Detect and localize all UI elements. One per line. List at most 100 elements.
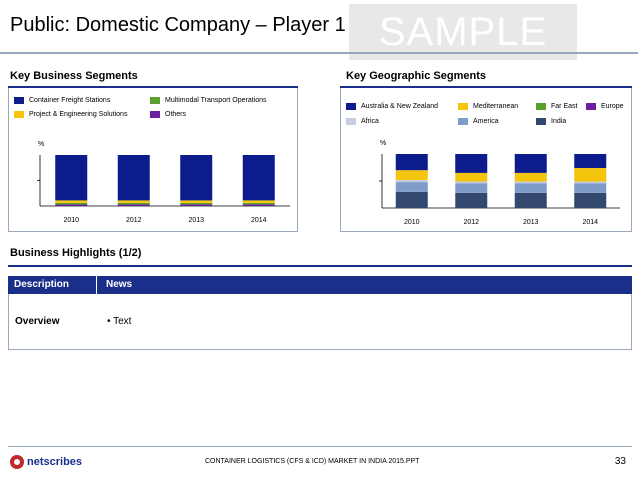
bar-segment (55, 200, 88, 203)
bar-segment (514, 172, 547, 182)
legend-swatch (346, 103, 356, 110)
bar-segment (55, 204, 88, 206)
overview-label: Overview (15, 316, 60, 327)
legend-label: Mediterranean (473, 103, 519, 110)
bar-segment (395, 179, 428, 183)
legend-label: Europe (601, 103, 624, 110)
x-tick-label: 2014 (582, 219, 598, 226)
x-tick-label: 2010 (404, 219, 420, 226)
sample-watermark: SAMPLE (349, 4, 577, 60)
legend-swatch (346, 118, 356, 125)
legend-swatch (14, 97, 24, 104)
legend-item: Multimodal Transport Operations (150, 97, 267, 104)
bar-segment (455, 172, 488, 182)
legend-label: India (551, 118, 567, 125)
bar-segment (180, 200, 213, 203)
bar-segment (455, 181, 488, 184)
x-tick-label: 2013 (188, 217, 204, 224)
legend-item: America (458, 118, 499, 125)
bar-segment (514, 192, 547, 208)
bar-segment (395, 154, 428, 171)
page-number: 33 (614, 456, 626, 467)
bar-segment (180, 155, 213, 201)
business-highlights-heading: Business Highlights (1/2) (10, 247, 142, 259)
bar-segment (242, 202, 275, 205)
bar-segment (455, 154, 488, 173)
legend-item: India (536, 118, 566, 125)
y-axis-label: % (380, 140, 386, 147)
x-tick-label: 2014 (251, 217, 267, 224)
bar-segment (117, 202, 150, 205)
legend-swatch (536, 118, 546, 125)
legend-item: Project & Engineering Solutions (14, 111, 127, 118)
bar-segment (574, 181, 607, 184)
bar-segment (514, 183, 547, 193)
legend-swatch (14, 111, 24, 118)
highlights-table-header: Description News (8, 276, 632, 294)
x-tick-label: 2010 (63, 217, 79, 224)
news-column-header: News (106, 279, 133, 290)
highlights-rule (8, 265, 632, 267)
legend-swatch (458, 118, 468, 125)
legend-item: Container Freight Stations (14, 97, 110, 104)
x-tick-label: 2013 (523, 219, 539, 226)
bar-segment (242, 200, 275, 203)
bar-segment (117, 155, 150, 201)
footer-rule (8, 446, 632, 447)
business-segments-rule (8, 86, 298, 88)
overview-text: • Text (107, 316, 132, 327)
bar-segment (514, 181, 547, 184)
footer-report-name: CONTAINER LOGISTICS (CFS & ICD) MARKET I… (205, 458, 420, 465)
bar-segment (242, 204, 275, 206)
bar-segment (117, 204, 150, 206)
legend-swatch (458, 103, 468, 110)
page-title: Public: Domestic Company – Player 1 (3/5… (10, 14, 393, 36)
legend-label: Multimodal Transport Operations (165, 97, 267, 104)
legend-label: Australia & New Zealand (361, 103, 439, 110)
legend-label: Far East (551, 103, 578, 110)
bar-segment (242, 155, 275, 201)
bar-segment (180, 204, 213, 206)
description-column-header: Description (14, 279, 70, 290)
geographic-segments-rule (340, 86, 632, 88)
legend-item: Australia & New Zealand (346, 103, 438, 110)
legend-label: Others (165, 111, 187, 118)
legend-swatch (536, 103, 546, 110)
bar-segment (574, 183, 607, 193)
bar-segment (395, 191, 428, 208)
geographic-segments-heading: Key Geographic Segments (346, 70, 486, 82)
bar-segment (514, 154, 547, 173)
x-tick-label: 2012 (463, 219, 479, 226)
legend-swatch (150, 97, 160, 104)
bar-segment (574, 154, 607, 169)
business-segments-heading: Key Business Segments (10, 70, 138, 82)
legend-label: Container Freight Stations (29, 97, 111, 104)
bar-segment (395, 170, 428, 180)
netscribes-logo: netscribes (10, 455, 82, 469)
bar-segment (574, 192, 607, 208)
highlights-table-row: Overview • Text (8, 294, 632, 350)
bar-segment (455, 192, 488, 208)
legend-label: America (473, 118, 499, 125)
legend-swatch (150, 111, 160, 118)
column-divider (96, 276, 97, 294)
bar-segment (55, 202, 88, 205)
bar-segment (395, 182, 428, 192)
legend-item: Others (150, 111, 186, 118)
legend-item: Africa (346, 118, 379, 125)
legend-swatch (586, 103, 596, 110)
header-rule (0, 52, 638, 54)
bar-segment (117, 200, 150, 203)
legend-item: Far East (536, 103, 577, 110)
legend-label: Project & Engineering Solutions (29, 111, 128, 118)
bar-segment (180, 202, 213, 205)
bar-segment (455, 183, 488, 193)
logo-mark-icon (10, 455, 24, 469)
y-axis-label: % (38, 141, 44, 148)
bar-segment (574, 168, 607, 182)
legend-label: Africa (361, 118, 379, 125)
legend-item: Mediterranean (458, 103, 518, 110)
logo-text: netscribes (27, 456, 83, 468)
bar-segment (55, 155, 88, 201)
